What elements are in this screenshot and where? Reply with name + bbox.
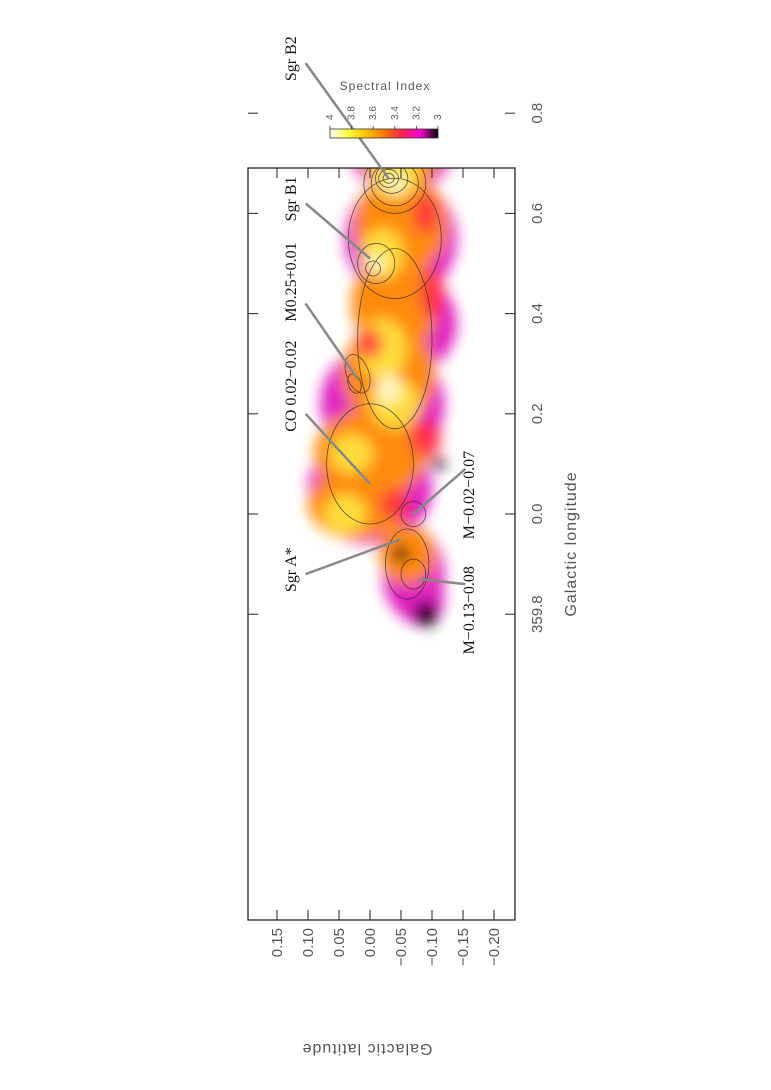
x-tick-label: 0.6 — [529, 203, 546, 224]
source-label: M−0.02−0.07 — [461, 451, 478, 539]
emission-region — [419, 268, 445, 319]
annotation-pointer — [419, 577, 466, 586]
contour — [370, 168, 419, 207]
annotation-pointer — [412, 467, 467, 515]
colorbar-ticks: 4 3.8 3.6 3.4 3.2 3 — [325, 106, 444, 129]
annotation-pointer — [304, 202, 371, 260]
x-axis-label: Galactic longitude — [563, 471, 580, 616]
colorbar-tick-label: 4 — [325, 114, 336, 120]
colorbar-tick-label: 3.2 — [411, 106, 422, 120]
annotation-pointer — [304, 62, 390, 180]
x-axis-ticks: 0.8 0.6 0.4 0.2 0.0 359.8 — [248, 103, 546, 633]
contour — [357, 243, 396, 284]
x-tick-label: 359.8 — [529, 595, 546, 633]
colorbar-tick-label: 3.4 — [390, 106, 401, 120]
emission-region — [329, 433, 374, 474]
source-label: CO 0.02−0.02 — [283, 341, 300, 432]
source-label: M0.25+0.01 — [283, 242, 300, 321]
annotation-pointer — [305, 537, 402, 576]
emission-region — [410, 418, 442, 459]
source-label: Sgr B1 — [283, 176, 300, 221]
source-label: M−0.13−0.08 — [461, 566, 478, 654]
contour — [363, 168, 427, 214]
emission-region — [379, 488, 411, 520]
y-axis-ticks: 0.15 0.10 0.05 0.00 −0.05 −0.10 −0.15 −0.20 — [269, 168, 503, 966]
y-tick-label: −0.15 — [455, 928, 472, 966]
y-axis-label: Galactic latitude — [302, 1040, 433, 1057]
colorbar-tick-label: 3.8 — [347, 106, 358, 120]
emission-region — [323, 493, 367, 535]
y-tick-label: −0.05 — [393, 928, 410, 966]
y-tick-label: −0.20 — [486, 928, 503, 966]
spectral-index-map — [308, 74, 505, 627]
contour — [400, 558, 427, 590]
emission-region — [366, 253, 386, 274]
colorbar-tick-label: 3.6 — [368, 106, 379, 120]
y-tick-label: 0.10 — [300, 928, 317, 957]
y-tick-label: 0.05 — [331, 928, 348, 957]
annotation-pointer — [304, 412, 371, 485]
annotation-pointer — [304, 302, 359, 380]
emission-region — [391, 546, 411, 562]
source-annotations: Sgr B2 Sgr B1 M0.25+0.01 CO 0.02−0.02 Sgr A*… — [283, 36, 478, 654]
x-tick-label: 0.2 — [529, 403, 546, 424]
x-tick-label: 0.8 — [529, 103, 546, 124]
emission-region — [451, 83, 501, 123]
emission-region — [413, 193, 439, 234]
y-tick-label: 0.00 — [362, 928, 379, 957]
emission-region — [376, 373, 401, 404]
emission-region — [413, 601, 439, 627]
y-tick-label: −0.10 — [424, 928, 441, 966]
colorbar: Spectral Index 4 3.8 3.6 3.4 3.2 3 — [325, 79, 444, 139]
colorbar-title: Spectral Index — [340, 79, 431, 93]
emission-region — [483, 74, 505, 92]
source-label: Sgr B2 — [283, 36, 300, 81]
source-label: Sgr A* — [283, 547, 300, 592]
contour — [344, 354, 371, 394]
contour — [400, 501, 427, 527]
colorbar-tick-label: 3 — [433, 114, 444, 120]
contour — [357, 248, 433, 430]
contour — [347, 373, 362, 394]
contour — [326, 403, 414, 525]
x-tick-label: 0.4 — [529, 303, 546, 324]
contour — [375, 168, 409, 194]
colorbar-strip — [329, 128, 439, 139]
contour — [385, 528, 430, 600]
x-tick-label: 0.0 — [529, 504, 546, 525]
y-tick-label: 0.15 — [269, 928, 286, 957]
contour — [365, 260, 381, 277]
emission-region — [357, 328, 383, 359]
emission-region — [430, 457, 446, 470]
